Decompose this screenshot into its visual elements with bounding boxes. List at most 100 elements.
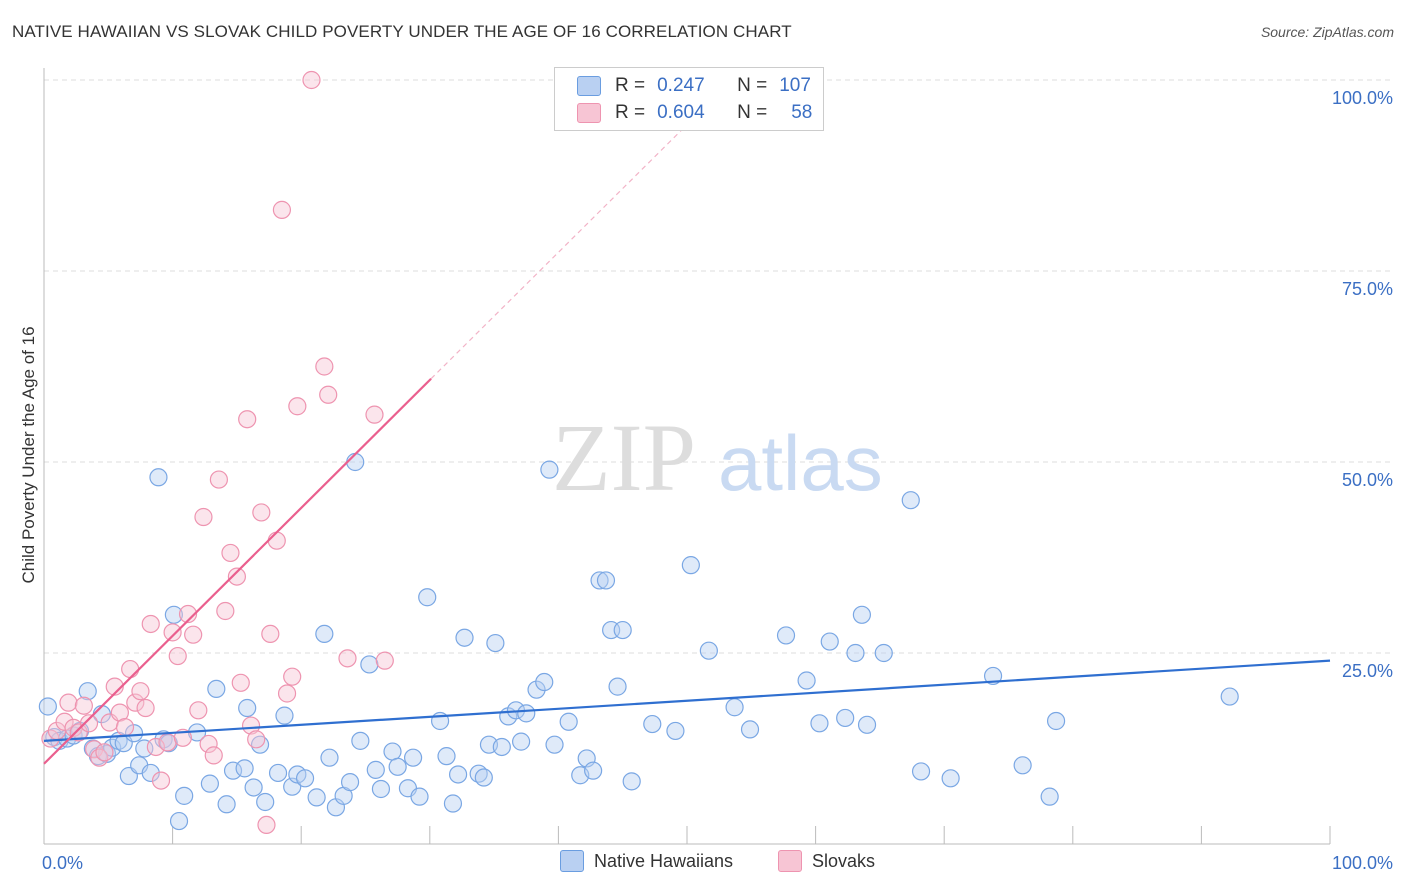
native-hawaiians-point xyxy=(141,763,160,783)
legend-row-slovaks: R = 0.604 N = 58 xyxy=(577,100,812,126)
native-hawaiians-point xyxy=(486,633,505,653)
slovaks-point xyxy=(302,70,321,90)
native-hawaiians-point xyxy=(699,641,718,660)
slovaks-point xyxy=(227,567,246,586)
slovaks-point xyxy=(272,200,292,219)
native-hawaiians-point xyxy=(383,742,402,761)
native-hawaiians-point xyxy=(1046,711,1066,731)
native-hawaiians-point xyxy=(613,620,632,640)
slovaks-point xyxy=(158,733,177,752)
x-tick-label-max: 100.0% xyxy=(1332,853,1393,873)
watermark-atlas: atlas xyxy=(718,419,883,507)
r-label: R = xyxy=(615,75,646,96)
legend-label-native-hawaiians: Native Hawaiians xyxy=(594,850,734,871)
native-hawaiians-point xyxy=(852,605,871,624)
slovaks-point xyxy=(231,673,250,692)
native-hawaiians-point xyxy=(307,788,326,807)
slovaks-point xyxy=(131,682,150,701)
n-label: N = xyxy=(737,102,768,123)
slovaks-point xyxy=(121,659,140,679)
native-hawaiians-point xyxy=(244,778,263,797)
native-hawaiians-point xyxy=(874,643,893,663)
chart-title: NATIVE HAWAIIAN VS SLOVAK CHILD POVERTY … xyxy=(12,22,792,41)
slovaks-point xyxy=(204,746,223,765)
native-hawaiians-point xyxy=(559,712,578,731)
slovaks-points xyxy=(41,70,394,835)
slovaks-point xyxy=(241,716,261,735)
native-hawaiians-point xyxy=(78,682,97,701)
r-value-slovaks: 0.604 xyxy=(657,102,705,123)
native-hawaiians-point xyxy=(235,759,254,778)
native-hawaiians-point xyxy=(418,588,437,607)
native-hawaiians-point xyxy=(474,768,493,787)
native-hawaiians-point xyxy=(517,704,536,723)
native-hawaiians-point xyxy=(584,761,603,780)
slovaks-point xyxy=(199,734,218,754)
slovaks-point xyxy=(136,698,155,718)
slovaks-point xyxy=(163,623,182,642)
native-hawaiians-point xyxy=(1220,687,1239,706)
slovaks-point xyxy=(55,712,74,731)
native-hawaiians-point xyxy=(941,769,960,788)
n-label: N = xyxy=(737,75,768,96)
tick-labels: 25.0% 50.0% 75.0% 100.0% 0.0% 100.0% xyxy=(42,88,1393,873)
native-hawaiians-point xyxy=(527,680,546,699)
slovaks-point xyxy=(283,667,302,686)
native-hawaiians-point xyxy=(512,732,531,751)
stats-legend: R = 0.247 N = 107 R = 0.604 N = 58 xyxy=(554,67,824,131)
slovaks-point xyxy=(267,531,286,550)
native-hawaiians-point xyxy=(448,765,468,784)
slovaks-trend-line xyxy=(43,377,432,765)
n-value-slovaks: 58 xyxy=(791,102,813,123)
native-hawaiians-point xyxy=(275,706,294,725)
native-hawaiians-point xyxy=(320,748,339,767)
legend-item-native-hawaiians[interactable]: Native Hawaiians xyxy=(560,850,733,872)
slovaks-point xyxy=(184,625,203,644)
r-label: R = xyxy=(615,102,646,123)
native-hawaiians-point xyxy=(346,452,365,472)
native-hawaiians-point xyxy=(725,698,744,717)
legend-item-slovaks[interactable]: Slovaks xyxy=(778,850,875,872)
native-hawaiians-point xyxy=(540,460,559,479)
legend-label-slovaks: Slovaks xyxy=(812,850,876,871)
legend-row-native-hawaiians: R = 0.247 N = 107 xyxy=(577,73,811,99)
native-hawaiians-point xyxy=(268,763,288,783)
slovaks-point xyxy=(221,543,240,563)
native-hawaiians-point xyxy=(590,571,609,590)
native-hawaiians-point xyxy=(437,747,456,766)
native-hawaiians-point xyxy=(366,760,385,779)
native-hawaiians-point xyxy=(608,677,627,696)
native-hawaiians-point xyxy=(455,628,474,647)
native-hawaiians-point xyxy=(207,679,226,699)
slovaks-point xyxy=(59,693,78,712)
pink-swatch xyxy=(778,850,802,872)
native-hawaiians-point xyxy=(351,731,370,750)
blue-swatch xyxy=(577,76,601,96)
native-hawaiians-point xyxy=(360,655,379,674)
native-hawaiians-point xyxy=(983,666,1003,686)
native-hawaiians-point xyxy=(797,671,816,690)
source-label: Source: ZipAtlas.com xyxy=(1260,24,1394,40)
slovaks-point xyxy=(338,649,357,668)
slovaks-point xyxy=(105,677,124,696)
slovaks-point xyxy=(126,693,145,712)
native-hawaiians-point xyxy=(666,721,685,741)
y-axis-label: Child Poverty Under the Age of 16 xyxy=(19,326,38,583)
slovaks-point xyxy=(41,729,60,748)
native-hawaiians-point xyxy=(256,792,275,812)
slovaks-point xyxy=(79,714,99,733)
slovaks-point xyxy=(168,646,187,666)
native-hawaiians-point xyxy=(223,761,243,780)
slovaks-point xyxy=(194,507,213,527)
slovaks-point xyxy=(151,771,171,790)
native-hawaiians-point xyxy=(295,769,315,788)
r-value-native-hawaiians: 0.247 xyxy=(657,75,705,96)
pink-swatch xyxy=(577,103,601,123)
slovaks-point xyxy=(261,624,280,644)
native-hawaiians-point xyxy=(836,708,855,728)
native-hawaiians-point xyxy=(776,626,796,645)
native-hawaiians-point xyxy=(371,779,391,799)
slovaks-point xyxy=(247,730,266,749)
native-hawaiians-point xyxy=(1040,787,1059,806)
slovaks-point xyxy=(216,601,235,621)
